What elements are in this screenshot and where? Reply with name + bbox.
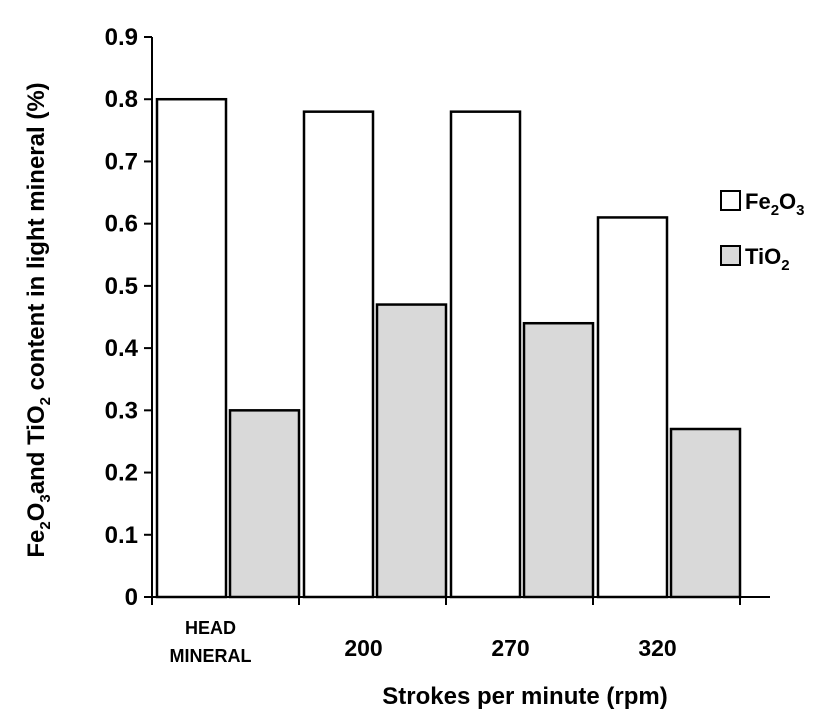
bar-fe2o3-2 — [449, 110, 522, 599]
y-axis-title: Fe2O3and TiO2 content in light mineral (… — [23, 82, 54, 557]
legend-label-tio2: TiO2 — [745, 244, 790, 274]
bar-tio2-1 — [375, 303, 448, 599]
y-tick-label: 0.7 — [105, 148, 138, 175]
y-tick-label: 0.2 — [105, 460, 138, 487]
y-tick-label: 0.5 — [105, 273, 138, 300]
x-axis-title: Strokes per minute (rpm) — [382, 683, 667, 710]
x-category-label: MINERAL — [170, 646, 252, 666]
bar-tio2-0 — [228, 409, 301, 599]
x-category-label: 200 — [344, 635, 382, 661]
x-category-label: HEAD — [185, 618, 236, 638]
legend-swatch-tio2 — [720, 245, 741, 266]
bar-fe2o3-1 — [302, 110, 375, 599]
axes-group — [151, 37, 770, 605]
x-category-label: 320 — [638, 635, 676, 661]
legend: Fe2O3 TiO2 — [720, 189, 805, 274]
y-ticks-group: 0 0.1 0.2 0.3 0.4 0.5 0.6 0.7 0.8 0.9 — [105, 24, 152, 611]
bar-tio2-2 — [522, 321, 595, 599]
x-categories-group: HEAD MINERAL 200 270 320 — [170, 618, 677, 666]
y-tick-label: 0 — [125, 584, 138, 611]
bar-tio2-3 — [669, 427, 742, 599]
y-tick-label: 0.3 — [105, 397, 138, 424]
y-tick-label: 0.8 — [105, 86, 138, 113]
y-tick-label: 0.9 — [105, 24, 138, 51]
bar-fe2o3-3 — [596, 216, 669, 599]
legend-label-fe2o3: Fe2O3 — [745, 189, 805, 219]
x-category-label: 270 — [491, 635, 529, 661]
bars-group — [155, 97, 742, 599]
y-tick-label: 0.1 — [105, 522, 138, 549]
y-tick-label: 0.6 — [105, 211, 138, 238]
legend-swatch-fe2o3 — [720, 190, 741, 211]
bar-fe2o3-0 — [155, 97, 228, 599]
y-tick-label: 0.4 — [105, 335, 139, 362]
